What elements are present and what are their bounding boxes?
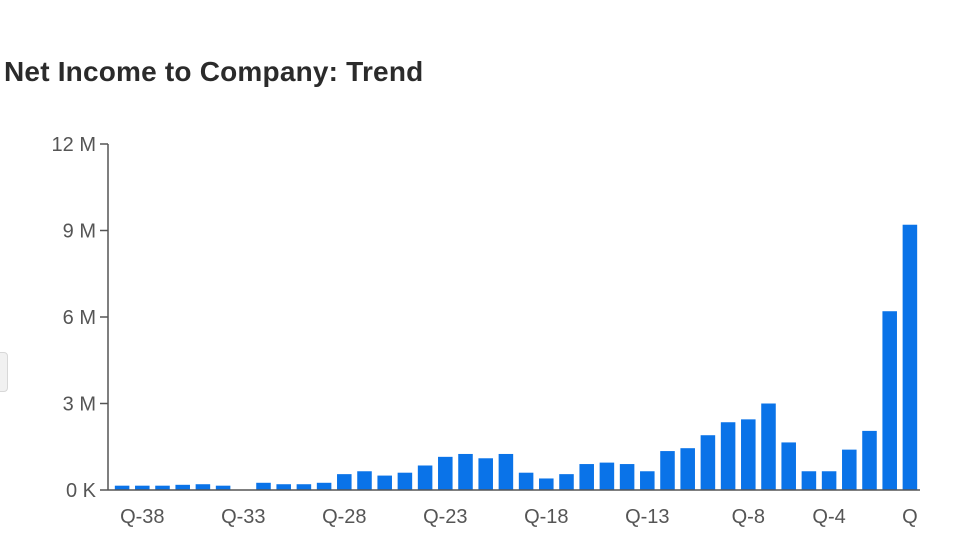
bar-Q-7[interactable] (761, 403, 776, 491)
bar-Q-20[interactable] (498, 453, 514, 490)
bar-Q-38[interactable] (135, 485, 150, 490)
bars-group (114, 224, 918, 491)
bar-Q-17[interactable] (559, 474, 574, 490)
bar-Q-13[interactable] (640, 471, 655, 490)
x-tick-labels-group: Q-38 Q-33 Q-28 Q-23 Q-18 Q-13 Q-8 Q-4 Q (120, 506, 918, 528)
bar-Q-16[interactable] (579, 464, 594, 490)
y-tick-label: 6 M (63, 307, 96, 329)
x-tick-label: Q-33 (221, 506, 265, 528)
bar-Q-23[interactable] (438, 456, 453, 490)
x-tick-label: Q-4 (812, 506, 845, 528)
x-tick-label: Q-13 (625, 506, 669, 528)
bar-Q-2[interactable] (862, 430, 877, 490)
x-tick-label: Q-18 (524, 506, 568, 528)
bar-Q-6[interactable] (781, 442, 796, 490)
y-tick-labels-group: 0 K 3 M 6 M 9 M 12 M (52, 134, 97, 502)
y-tick-label: 0 K (66, 480, 97, 502)
bar-Q-35[interactable] (195, 484, 211, 490)
bar-Q-8[interactable] (741, 419, 756, 490)
x-tick-label: Q-23 (423, 506, 467, 528)
bar-Q-15[interactable] (599, 462, 615, 490)
bar-Q-14[interactable] (619, 464, 635, 490)
y-tick-label: 9 M (63, 221, 96, 243)
x-tick-label: Q-28 (322, 506, 366, 528)
bar-Q-31[interactable] (276, 484, 291, 490)
bar-Q-19[interactable] (518, 472, 534, 490)
y-tick-label: 3 M (63, 394, 96, 416)
x-tick-label: Q-8 (732, 506, 765, 528)
bar-Q-39[interactable] (114, 485, 130, 490)
bar-Q-18[interactable] (539, 478, 554, 490)
x-tick-label: Q (902, 506, 918, 528)
bar-Q-1[interactable] (882, 311, 897, 490)
bar-Q-36[interactable] (175, 484, 190, 490)
bar-Q-28[interactable] (337, 474, 352, 490)
bar-Q-21[interactable] (478, 458, 493, 490)
y-tick-label: 12 M (52, 134, 96, 156)
bar-Q[interactable] (902, 224, 918, 491)
bar-Q-25[interactable] (397, 472, 413, 490)
bar-Q-3[interactable] (842, 449, 857, 490)
bar-Q-37[interactable] (155, 485, 170, 490)
bar-Q-32[interactable] (256, 482, 271, 490)
bar-Q-4[interactable] (821, 471, 837, 490)
side-panel-tab[interactable] (0, 352, 8, 392)
bar-Q-22[interactable] (458, 453, 473, 490)
bar-Q-11[interactable] (680, 448, 695, 490)
bar-Q-5[interactable] (801, 471, 817, 490)
bar-Q-9[interactable] (720, 422, 736, 490)
bar-Q-24[interactable] (417, 465, 433, 490)
bar-Q-26[interactable] (377, 475, 392, 490)
bar-Q-10[interactable] (700, 435, 716, 490)
bar-Q-12[interactable] (660, 451, 675, 490)
bar-Q-34[interactable] (215, 485, 231, 490)
bar-Q-27[interactable] (357, 471, 372, 490)
chart-title: Net Income to Company: Trend (4, 56, 424, 87)
axes-group (100, 143, 920, 491)
bar-Q-30[interactable] (296, 484, 312, 490)
x-tick-label: Q-38 (120, 506, 164, 528)
bar-Q-29[interactable] (316, 482, 332, 490)
